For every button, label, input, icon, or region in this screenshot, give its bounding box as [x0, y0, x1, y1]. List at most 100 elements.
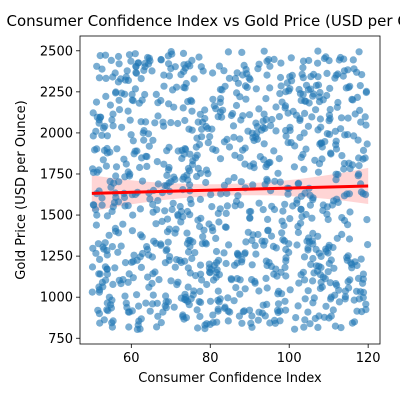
data-point [292, 314, 300, 322]
data-point [285, 87, 293, 95]
data-point [344, 114, 352, 122]
data-point [282, 132, 290, 140]
data-point [174, 119, 182, 128]
data-point [206, 133, 214, 141]
data-point [294, 302, 302, 310]
data-point [300, 165, 308, 173]
data-point [254, 65, 262, 73]
data-point [184, 297, 192, 305]
y-tick-label: 1000 [40, 291, 73, 306]
data-point [88, 263, 97, 271]
data-point [194, 216, 202, 224]
data-point [262, 116, 270, 124]
data-point [114, 78, 122, 86]
data-point [148, 279, 156, 287]
data-point [220, 181, 228, 189]
data-point [128, 227, 136, 235]
data-point [305, 56, 313, 65]
data-point [345, 284, 353, 292]
data-point [125, 51, 134, 59]
data-point [96, 255, 104, 263]
data-point [125, 323, 133, 331]
data-point [233, 69, 241, 77]
data-point [308, 214, 316, 222]
data-point [281, 200, 289, 208]
data-point [309, 299, 317, 307]
data-point [258, 237, 266, 245]
data-point [212, 273, 220, 281]
data-point [306, 201, 314, 209]
data-point [112, 227, 120, 235]
data-point [94, 240, 102, 248]
data-point [314, 59, 322, 67]
data-point [301, 295, 309, 303]
data-point [358, 71, 366, 79]
data-point [109, 317, 117, 325]
data-point [310, 90, 318, 98]
data-point [183, 229, 191, 237]
data-point [184, 283, 192, 291]
data-point [194, 324, 202, 332]
data-point [268, 115, 276, 124]
data-point [326, 84, 334, 92]
data-point [264, 227, 272, 235]
data-point [325, 314, 333, 322]
data-point [88, 288, 96, 296]
data-point [289, 202, 297, 210]
data-point [338, 214, 346, 222]
data-point [154, 112, 162, 120]
data-point [332, 280, 340, 288]
data-point [236, 93, 244, 101]
data-point [276, 90, 284, 98]
data-point [292, 111, 300, 119]
data-point [271, 177, 279, 185]
data-point [304, 86, 312, 94]
data-point [332, 145, 341, 153]
data-point [214, 305, 222, 313]
data-point [357, 255, 365, 263]
data-point [222, 259, 230, 268]
data-point [112, 163, 121, 171]
data-point [270, 55, 278, 64]
data-point [121, 90, 129, 98]
data-point [340, 165, 348, 173]
data-point [154, 197, 162, 205]
data-point [335, 298, 343, 306]
data-point [190, 287, 198, 295]
data-point [216, 295, 224, 303]
data-point [268, 202, 276, 210]
data-point [132, 69, 140, 77]
data-point [204, 139, 212, 147]
data-point [171, 63, 179, 71]
data-point [309, 240, 317, 248]
data-point [149, 136, 157, 144]
data-point [137, 263, 145, 271]
data-point [263, 300, 271, 308]
data-point [290, 163, 298, 171]
data-point [113, 145, 121, 153]
data-point [270, 316, 279, 324]
data-point [203, 280, 211, 289]
plot-frame [79, 35, 381, 345]
data-point [92, 249, 100, 257]
data-point [314, 232, 322, 240]
data-point [356, 106, 364, 114]
data-point [239, 146, 247, 154]
data-point [307, 260, 315, 268]
data-point [350, 132, 358, 140]
data-point [242, 95, 250, 103]
data-point [237, 178, 245, 186]
data-point [358, 308, 366, 316]
data-point [184, 248, 193, 256]
data-point [202, 178, 210, 187]
data-point [165, 143, 173, 151]
data-point [272, 265, 280, 273]
data-point [145, 251, 153, 259]
data-point [198, 133, 206, 141]
data-point [338, 152, 346, 160]
data-point [299, 57, 308, 65]
data-point [262, 274, 270, 282]
data-point [117, 242, 125, 250]
data-point [111, 264, 119, 272]
data-point [260, 47, 268, 55]
